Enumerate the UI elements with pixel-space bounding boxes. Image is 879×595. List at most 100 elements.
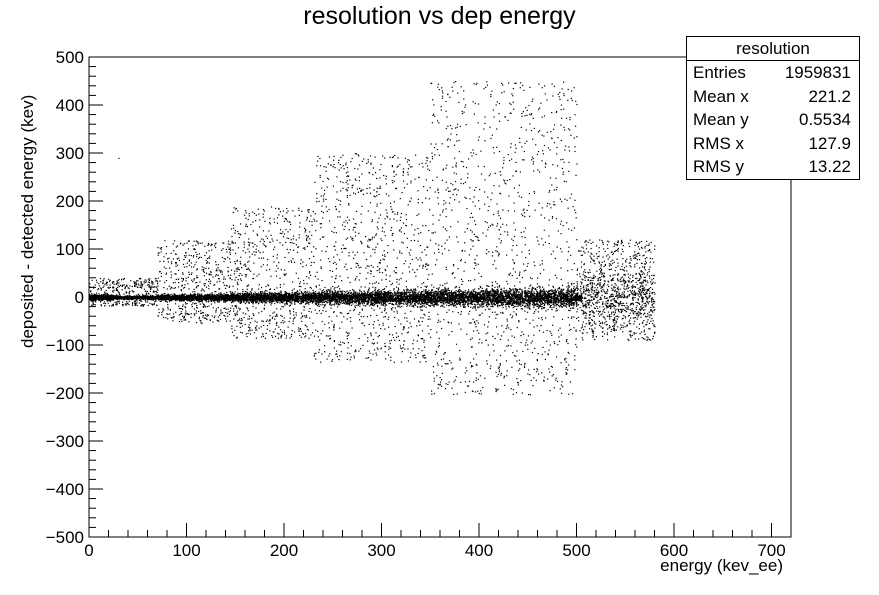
data-point xyxy=(295,295,297,297)
data-point xyxy=(439,294,441,296)
data-point xyxy=(506,303,508,306)
data-point xyxy=(311,299,313,301)
data-point xyxy=(303,301,305,303)
data-point xyxy=(571,290,574,292)
data-point xyxy=(482,291,484,293)
data-point xyxy=(571,294,573,296)
data-point xyxy=(566,286,568,288)
data-point xyxy=(505,302,507,304)
data-point xyxy=(446,298,448,300)
data-point xyxy=(434,294,436,296)
data-point xyxy=(497,304,499,306)
data-point xyxy=(380,304,382,306)
data-point xyxy=(520,308,522,310)
data-point xyxy=(459,293,461,295)
data-point xyxy=(361,297,363,299)
data-point xyxy=(367,300,369,302)
data-point xyxy=(385,304,387,306)
data-point xyxy=(413,306,415,308)
data-point xyxy=(346,303,348,305)
data-point xyxy=(412,292,414,294)
data-point xyxy=(183,295,185,298)
data-point xyxy=(363,293,365,295)
data-point xyxy=(543,307,545,309)
data-point xyxy=(407,295,409,298)
data-point xyxy=(171,299,173,301)
data-point xyxy=(433,295,435,297)
data-point xyxy=(449,303,451,305)
data-point xyxy=(506,296,508,298)
data-point xyxy=(483,295,485,297)
data-point xyxy=(470,290,473,292)
data-point xyxy=(192,299,194,301)
data-point xyxy=(158,299,160,301)
data-point xyxy=(385,298,387,300)
data-point xyxy=(244,294,247,296)
data-point xyxy=(492,296,494,298)
data-point xyxy=(515,305,517,307)
data-point xyxy=(362,298,364,300)
data-point xyxy=(386,292,388,294)
data-point xyxy=(447,292,449,294)
data-point xyxy=(462,291,464,293)
data-point xyxy=(448,299,450,301)
data-point xyxy=(429,305,431,307)
data-point xyxy=(183,295,185,297)
data-point xyxy=(468,300,470,302)
data-point xyxy=(294,302,296,304)
data-point xyxy=(430,300,432,302)
data-point xyxy=(256,301,259,303)
data-point xyxy=(501,300,503,302)
data-point xyxy=(235,296,237,298)
data-point xyxy=(566,293,568,295)
data-point xyxy=(551,296,553,298)
data-point xyxy=(477,293,479,295)
data-point xyxy=(400,300,402,302)
data-point xyxy=(318,304,320,306)
data-point xyxy=(564,297,566,299)
data-point xyxy=(433,300,435,303)
data-point xyxy=(142,298,144,300)
data-point xyxy=(336,301,338,303)
data-point xyxy=(326,292,328,294)
data-point xyxy=(217,299,219,301)
data-point xyxy=(414,300,416,302)
data-point xyxy=(265,300,267,302)
data-point xyxy=(451,294,453,296)
data-point xyxy=(392,293,394,296)
data-point xyxy=(410,300,412,303)
data-point xyxy=(382,288,384,291)
data-point xyxy=(500,294,502,296)
data-point xyxy=(505,294,507,296)
data-point xyxy=(286,303,288,305)
data-point xyxy=(476,292,478,294)
data-point xyxy=(281,298,283,300)
data-point xyxy=(482,298,484,300)
data-point xyxy=(166,301,169,303)
data-point xyxy=(544,296,546,298)
data-point xyxy=(367,290,369,292)
data-point xyxy=(381,299,383,301)
data-point xyxy=(406,289,408,291)
data-point xyxy=(486,288,488,290)
data-point xyxy=(346,297,349,299)
data-point xyxy=(539,286,541,288)
data-point xyxy=(430,291,432,293)
data-point xyxy=(346,293,348,295)
data-point xyxy=(381,293,383,295)
data-point xyxy=(388,294,390,296)
data-point xyxy=(543,304,545,307)
data-point xyxy=(277,295,279,297)
data-point xyxy=(442,291,444,293)
data-point xyxy=(291,289,293,291)
data-point xyxy=(481,306,483,308)
data-point xyxy=(289,300,291,302)
data-point xyxy=(530,292,533,294)
data-point xyxy=(478,293,480,295)
data-point xyxy=(554,289,557,291)
data-point xyxy=(371,295,373,298)
data-point xyxy=(277,296,279,298)
data-point xyxy=(409,300,411,302)
data-point xyxy=(304,303,307,305)
data-point xyxy=(417,292,419,294)
